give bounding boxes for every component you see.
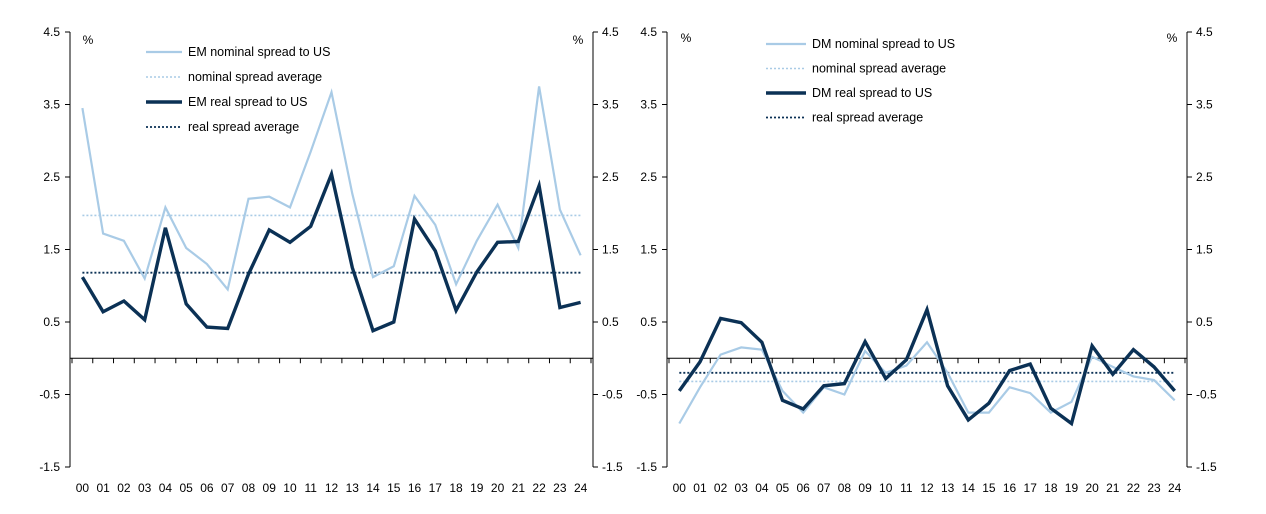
x-tick-label: 14 — [962, 481, 976, 495]
left-tick-label: 4.5 — [640, 25, 657, 39]
left-tick-label: 1.5 — [43, 243, 60, 257]
right-tick-label: 0.5 — [602, 315, 619, 329]
right-tick-label: 1.5 — [1196, 243, 1213, 257]
x-tick-label: 16 — [408, 481, 422, 495]
x-tick-label: 04 — [755, 481, 769, 495]
legend-label: EM real spread to US — [188, 95, 308, 109]
x-tick-label: 13 — [346, 481, 360, 495]
x-tick-label: 10 — [283, 481, 297, 495]
series-line-dm-real-spread-to-us — [677, 304, 1176, 427]
x-tick-label: 16 — [1003, 481, 1017, 495]
x-tick-label: 05 — [180, 481, 194, 495]
series-line-em-nominal-spread-to-us — [81, 86, 582, 292]
x-tick-label: 09 — [858, 481, 872, 495]
x-tick-label: 02 — [714, 481, 728, 495]
x-tick-label: 13 — [941, 481, 955, 495]
x-tick-label: 21 — [512, 481, 526, 495]
legend-label: nominal spread average — [812, 62, 946, 76]
x-tick-label: 08 — [838, 481, 852, 495]
x-tick-label: 09 — [263, 481, 277, 495]
right-unit-label: % — [573, 33, 584, 47]
x-tick-label: 05 — [776, 481, 790, 495]
x-tick-label: 06 — [200, 481, 214, 495]
x-tick-label: 01 — [693, 481, 707, 495]
left-tick-label: -1.5 — [39, 460, 60, 474]
left-tick-label: -1.5 — [636, 460, 657, 474]
legend-label: DM nominal spread to US — [812, 37, 955, 51]
x-tick-label: 24 — [574, 481, 588, 495]
left-unit-label: % — [83, 33, 94, 47]
right-tick-label: 4.5 — [602, 25, 619, 39]
x-tick-label: 22 — [532, 481, 546, 495]
right-tick-label: 3.5 — [1196, 98, 1213, 112]
legend-label: real spread average — [188, 120, 299, 134]
x-tick-label: 20 — [1085, 481, 1099, 495]
right-tick-label: 1.5 — [602, 243, 619, 257]
right-tick-label: 4.5 — [1196, 25, 1213, 39]
x-tick-label: 00 — [76, 481, 90, 495]
left-tick-label: -0.5 — [636, 388, 657, 402]
right-tick-label: -0.5 — [1196, 388, 1217, 402]
legend-label: EM nominal spread to US — [188, 45, 330, 59]
x-tick-label: 20 — [491, 481, 505, 495]
chart-em: 4.5 4.5 3.5 3.5 2.5 2.5 1.5 1.5 0.5 0.5 -0.5 -0.5 -1… — [39, 25, 623, 495]
x-tick-label: 12 — [325, 481, 339, 495]
x-tick-label: 11 — [900, 481, 913, 495]
x-tick-label: 18 — [449, 481, 463, 495]
x-tick-label: 10 — [879, 481, 893, 495]
right-tick-label: -0.5 — [602, 388, 623, 402]
right-tick-label: 0.5 — [1196, 315, 1213, 329]
x-tick-label: 21 — [1106, 481, 1120, 495]
x-tick-label: 04 — [159, 481, 173, 495]
right-tick-label: -1.5 — [1196, 460, 1217, 474]
x-tick-label: 19 — [1065, 481, 1079, 495]
series-line-em-real-spread-to-us — [80, 168, 582, 333]
series-line-dm-nominal-spread-to-us — [678, 340, 1176, 425]
x-tick-label: 23 — [1147, 481, 1161, 495]
x-tick-label: 19 — [470, 481, 484, 495]
left-tick-label: 4.5 — [43, 25, 60, 39]
left-tick-label: 3.5 — [43, 98, 60, 112]
x-tick-label: 15 — [982, 481, 996, 495]
x-tick-label: 11 — [305, 481, 318, 495]
x-tick-label: 03 — [138, 481, 152, 495]
legend-label: nominal spread average — [188, 70, 322, 84]
x-tick-label: 02 — [117, 481, 131, 495]
x-tick-label: 07 — [221, 481, 235, 495]
right-tick-label: -1.5 — [602, 460, 623, 474]
left-tick-label: 0.5 — [640, 315, 657, 329]
x-tick-label: 14 — [366, 481, 380, 495]
left-tick-label: 0.5 — [43, 315, 60, 329]
x-tick-label: 01 — [96, 481, 110, 495]
x-tick-label: 18 — [1044, 481, 1058, 495]
x-tick-label: 03 — [735, 481, 749, 495]
legend-label: DM real spread to US — [812, 86, 932, 100]
left-tick-label: 1.5 — [640, 243, 657, 257]
x-tick-label: 00 — [673, 481, 687, 495]
right-tick-label: 2.5 — [1196, 170, 1213, 184]
x-tick-label: 06 — [796, 481, 810, 495]
left-tick-label: 3.5 — [640, 98, 657, 112]
x-tick-label: 15 — [387, 481, 401, 495]
right-unit-label: % — [1167, 31, 1178, 45]
left-tick-label: 2.5 — [640, 170, 657, 184]
left-unit-label: % — [681, 31, 692, 45]
chart-dm: 4.5 4.5 3.5 3.5 2.5 2.5 1.5 1.5 0.5 0.5 -0.5 -0.5 -1… — [636, 25, 1217, 495]
legend-label: real spread average — [812, 111, 923, 125]
x-tick-label: 24 — [1168, 481, 1182, 495]
x-tick-label: 22 — [1127, 481, 1141, 495]
left-tick-label: -0.5 — [39, 388, 60, 402]
left-tick-label: 2.5 — [43, 170, 60, 184]
x-tick-label: 17 — [429, 481, 443, 495]
x-tick-label: 17 — [1024, 481, 1038, 495]
x-tick-label: 07 — [817, 481, 831, 495]
right-tick-label: 2.5 — [602, 170, 619, 184]
right-tick-label: 3.5 — [602, 98, 619, 112]
x-tick-label: 23 — [553, 481, 567, 495]
x-tick-label: 12 — [920, 481, 934, 495]
x-tick-label: 08 — [242, 481, 256, 495]
